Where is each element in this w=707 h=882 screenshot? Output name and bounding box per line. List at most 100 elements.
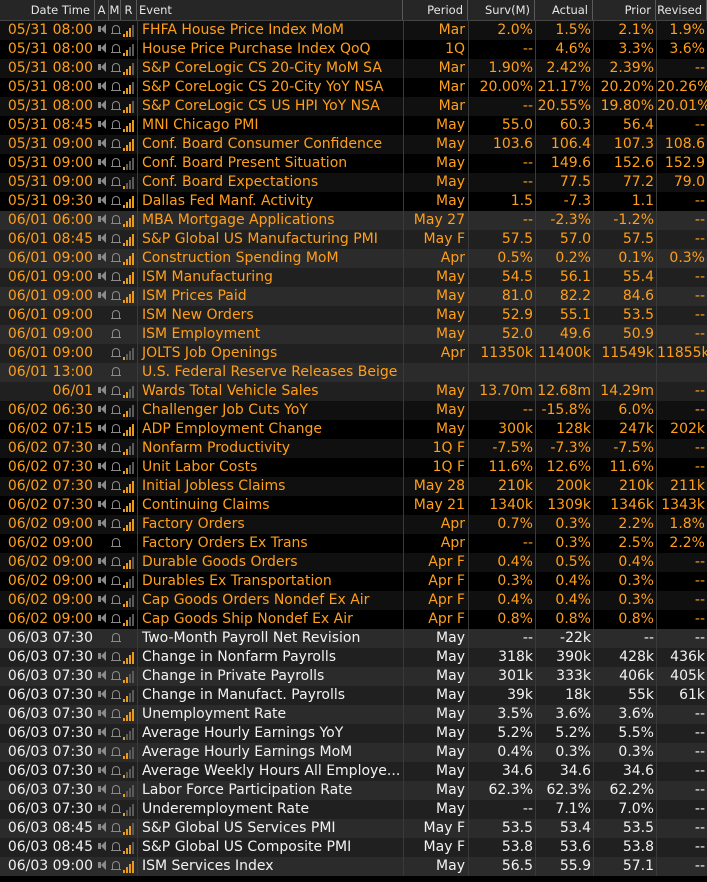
table-row[interactable]: 06/02 09:00 Factory Orders Ex Trans Apr -- 0… — [0, 534, 707, 553]
table-row[interactable]: 05/31 08:00 S&P CoreLogic CS 20-City MoM … — [0, 59, 707, 78]
speaker-icon[interactable] — [98, 157, 106, 167]
column-header-revised[interactable]: Revised — [656, 0, 707, 20]
event-cell[interactable]: ISM Manufacturing — [137, 268, 403, 287]
table-row[interactable]: 06/03 07:30 Change in Manufact. Payrolls M… — [0, 686, 707, 705]
bell-icon[interactable] — [111, 443, 121, 452]
speaker-icon[interactable] — [98, 499, 106, 509]
speaker-icon[interactable] — [98, 442, 106, 452]
bell-icon[interactable] — [111, 671, 121, 680]
bell-icon[interactable] — [111, 481, 121, 490]
column-header-relevance[interactable]: R — [121, 0, 137, 20]
column-header-prior[interactable]: Prior — [593, 0, 656, 20]
speaker-icon[interactable] — [98, 575, 106, 585]
table-row[interactable]: 05/31 08:00 House Price Purchase Index Qo… — [0, 40, 707, 59]
event-cell[interactable]: ISM Prices Paid — [137, 287, 403, 306]
speaker-icon[interactable] — [98, 62, 106, 72]
event-cell[interactable]: Challenger Job Cuts YoY — [137, 401, 403, 420]
table-row[interactable]: 06/02 09:00 Cap Goods Ship Nondef Ex Air A… — [0, 610, 707, 629]
table-row[interactable]: 06/03 07:30 Labor Force Participation Rat… — [0, 781, 707, 800]
table-row[interactable]: 06/01 09:00 ISM Manufacturing May 54.5 56.1 5… — [0, 268, 707, 287]
table-row[interactable]: 05/31 09:00 Conf. Board Present Situation… — [0, 154, 707, 173]
event-cell[interactable]: Unemployment Rate — [137, 705, 403, 724]
bell-icon[interactable] — [111, 728, 121, 737]
event-cell[interactable]: JOLTS Job Openings — [137, 344, 403, 363]
table-row[interactable]: 06/02 09:00 Cap Goods Orders Nondef Ex Ai… — [0, 591, 707, 610]
table-row[interactable]: 06/03 07:30 Change in Nonfarm Payrolls May… — [0, 648, 707, 667]
bell-icon[interactable] — [111, 633, 121, 642]
speaker-icon[interactable] — [98, 252, 106, 262]
table-row[interactable]: 06/03 07:30 Average Weekly Hours All Empl… — [0, 762, 707, 781]
table-row[interactable]: 06/02 07:15 ADP Employment Change May 300k 1… — [0, 420, 707, 439]
speaker-icon[interactable] — [98, 271, 106, 281]
speaker-icon[interactable] — [98, 176, 106, 186]
event-cell[interactable]: Durable Goods Orders — [137, 553, 403, 572]
bell-icon[interactable] — [111, 557, 121, 566]
table-row[interactable]: 06/03 07:30 Unemployment Rate May 3.5% 3.6% 3… — [0, 705, 707, 724]
bell-icon[interactable] — [111, 690, 121, 699]
speaker-icon[interactable] — [98, 233, 106, 243]
bell-icon[interactable] — [111, 253, 121, 262]
bell-icon[interactable] — [111, 139, 121, 148]
table-row[interactable]: 05/31 09:00 Conf. Board Consumer Confiden… — [0, 135, 707, 154]
table-row[interactable]: 06/03 07:30 Two-Month Payroll Net Revisio… — [0, 629, 707, 648]
bell-icon[interactable] — [111, 82, 121, 91]
column-header-event[interactable]: Event — [137, 0, 403, 20]
speaker-icon[interactable] — [98, 119, 106, 129]
table-row[interactable]: 06/01 Wards Total Vehicle Sales May 13.70m 1… — [0, 382, 707, 401]
speaker-icon[interactable] — [98, 746, 106, 756]
event-cell[interactable]: Unit Labor Costs — [137, 458, 403, 477]
table-row[interactable]: 06/01 09:00 ISM Prices Paid May 81.0 82.2 84.… — [0, 287, 707, 306]
speaker-icon[interactable] — [98, 651, 106, 661]
table-row[interactable]: 05/31 08:45 MNI Chicago PMI May 55.0 60.3 56.… — [0, 116, 707, 135]
event-cell[interactable]: Factory Orders Ex Trans — [137, 534, 403, 553]
event-cell[interactable]: Conf. Board Consumer Confidence — [137, 135, 403, 154]
event-cell[interactable]: Two-Month Payroll Net Revision — [137, 629, 403, 648]
table-row[interactable]: 06/01 06:00 MBA Mortgage Applications May … — [0, 211, 707, 230]
event-cell[interactable]: Underemployment Rate — [137, 800, 403, 819]
event-cell[interactable]: House Price Purchase Index QoQ — [137, 40, 403, 59]
event-cell[interactable]: U.S. Federal Reserve Releases Beige Book — [137, 363, 403, 382]
event-cell[interactable]: ISM Services Index — [137, 857, 403, 876]
table-row[interactable]: 06/02 06:30 Challenger Job Cuts YoY May -- -… — [0, 401, 707, 420]
speaker-icon[interactable] — [98, 613, 106, 623]
speaker-icon[interactable] — [98, 404, 106, 414]
event-cell[interactable]: ADP Employment Change — [137, 420, 403, 439]
speaker-icon[interactable] — [98, 784, 106, 794]
event-cell[interactable]: Average Hourly Earnings MoM — [137, 743, 403, 762]
bell-icon[interactable] — [111, 348, 121, 357]
table-row[interactable]: 06/01 13:00 U.S. Federal Reserve Releases… — [0, 363, 707, 382]
speaker-icon[interactable] — [98, 765, 106, 775]
table-row[interactable]: 06/01 09:00 ISM Employment May 52.0 49.6 50.9… — [0, 325, 707, 344]
bell-icon[interactable] — [111, 538, 121, 547]
table-row[interactable]: 06/03 07:30 Change in Private Payrolls May… — [0, 667, 707, 686]
bell-icon[interactable] — [111, 63, 121, 72]
event-cell[interactable]: Continuing Claims — [137, 496, 403, 515]
speaker-icon[interactable] — [98, 594, 106, 604]
speaker-icon[interactable] — [98, 195, 106, 205]
table-row[interactable]: 06/01 09:00 JOLTS Job Openings Apr 11350k 11… — [0, 344, 707, 363]
speaker-icon[interactable] — [98, 689, 106, 699]
event-cell[interactable]: Change in Private Payrolls — [137, 667, 403, 686]
bell-icon[interactable] — [111, 500, 121, 509]
event-cell[interactable]: Conf. Board Expectations — [137, 173, 403, 192]
bell-icon[interactable] — [111, 766, 121, 775]
bell-icon[interactable] — [111, 386, 121, 395]
table-row[interactable]: 06/02 09:00 Factory Orders Apr 0.7% 0.3% 2.2%… — [0, 515, 707, 534]
event-cell[interactable]: Cap Goods Ship Nondef Ex Air — [137, 610, 403, 629]
speaker-icon[interactable] — [98, 461, 106, 471]
bell-icon[interactable] — [111, 215, 121, 224]
event-cell[interactable]: Average Weekly Hours All Employe... — [137, 762, 403, 781]
speaker-icon[interactable] — [98, 841, 106, 851]
speaker-icon[interactable] — [98, 803, 106, 813]
speaker-icon[interactable] — [98, 860, 106, 870]
bell-icon[interactable] — [111, 424, 121, 433]
bell-icon[interactable] — [111, 861, 121, 870]
table-row[interactable]: 05/31 09:30 Dallas Fed Manf. Activity May 1… — [0, 192, 707, 211]
bell-icon[interactable] — [111, 158, 121, 167]
table-row[interactable]: 06/03 09:00 ISM Services Index May 56.5 55.9… — [0, 857, 707, 876]
table-row[interactable]: 06/01 08:45 S&P Global US Manufacturing P… — [0, 230, 707, 249]
bell-icon[interactable] — [111, 272, 121, 281]
speaker-icon[interactable] — [98, 100, 106, 110]
bell-icon[interactable] — [111, 329, 121, 338]
bell-icon[interactable] — [111, 310, 121, 319]
